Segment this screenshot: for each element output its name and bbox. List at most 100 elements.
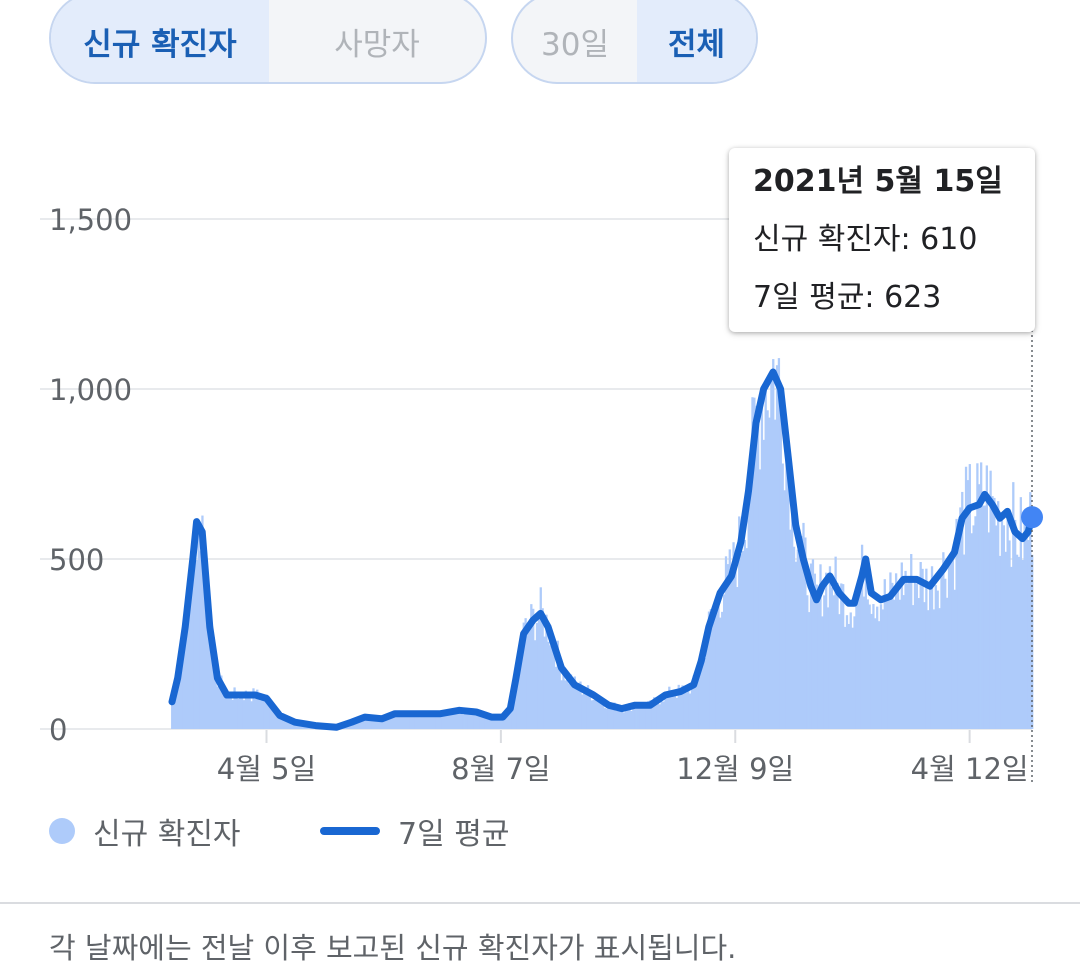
legend-line-swatch xyxy=(320,827,380,835)
daily-case-bar xyxy=(541,608,544,729)
daily-case-bar xyxy=(932,609,936,729)
daily-case-bar xyxy=(789,529,792,729)
daily-case-bar xyxy=(749,490,752,729)
daily-case-bar xyxy=(800,535,803,729)
daily-case-bar xyxy=(961,491,964,729)
daily-case-bar xyxy=(186,604,189,729)
daily-case-bar xyxy=(957,540,960,729)
daily-case-bar xyxy=(944,578,947,729)
daily-case-bar xyxy=(989,470,992,729)
daily-case-bar xyxy=(188,597,191,729)
daily-case-bar xyxy=(431,717,435,729)
daily-case-bar xyxy=(382,719,386,729)
daily-case-bar xyxy=(641,705,644,729)
daily-case-bar xyxy=(683,685,686,729)
daily-case-bar xyxy=(770,370,773,729)
daily-case-bar xyxy=(360,720,363,729)
daily-case-bar xyxy=(760,401,764,729)
daily-case-bar xyxy=(995,525,998,729)
daily-case-bar xyxy=(443,711,446,729)
daily-case-bar xyxy=(282,716,285,729)
daily-case-bar xyxy=(1008,540,1011,729)
tab-all-time[interactable]: 전체 xyxy=(637,0,756,82)
daily-case-bar xyxy=(617,708,620,729)
daily-case-bar xyxy=(857,586,860,729)
tab-new-cases[interactable]: 신규 확진자 xyxy=(51,0,269,82)
daily-case-bar xyxy=(239,694,242,729)
daily-case-bar xyxy=(471,708,474,729)
daily-case-bar xyxy=(934,585,937,729)
daily-case-bar xyxy=(460,712,463,729)
daily-case-bar xyxy=(250,701,253,729)
daily-case-bar xyxy=(569,674,573,729)
daily-case-bar xyxy=(859,580,862,729)
daily-case-bar xyxy=(369,719,372,729)
daily-case-bar xyxy=(840,583,843,729)
daily-case-bar xyxy=(223,692,227,729)
daily-case-bar xyxy=(1012,482,1015,729)
daily-case-bar xyxy=(832,595,835,729)
daily-case-bar xyxy=(363,714,367,729)
daily-case-bar xyxy=(505,709,508,729)
daily-case-bar xyxy=(284,715,287,729)
daily-case-bar xyxy=(203,581,206,729)
daily-case-bar xyxy=(987,532,990,729)
daily-case-bar xyxy=(766,410,769,729)
legend-7day-average: 7일 평균 xyxy=(320,808,509,854)
daily-case-bar xyxy=(664,691,667,729)
daily-case-bar xyxy=(947,560,951,729)
daily-case-bar xyxy=(252,688,255,729)
daily-case-bar xyxy=(488,716,491,729)
daily-case-bar xyxy=(813,573,816,729)
daily-case-bar xyxy=(511,699,514,729)
daily-case-bar xyxy=(390,714,393,729)
daily-case-bar xyxy=(380,717,384,729)
daily-case-bar xyxy=(195,560,198,729)
daily-case-bar xyxy=(802,522,805,729)
daily-case-bar xyxy=(375,717,378,729)
daily-case-bar xyxy=(596,700,599,729)
daily-case-bar xyxy=(273,708,276,729)
daily-case-bar xyxy=(201,515,204,729)
y-tick-label: 500 xyxy=(49,543,104,577)
daily-case-bar xyxy=(588,691,592,729)
tab-30-days[interactable]: 30일 xyxy=(541,26,609,63)
daily-case-bar xyxy=(620,709,624,729)
daily-case-bar xyxy=(747,505,750,729)
daily-case-bar xyxy=(560,680,563,729)
daily-case-bar xyxy=(826,607,830,729)
daily-case-bar xyxy=(900,562,903,729)
daily-case-bar xyxy=(1017,556,1021,729)
daily-case-bar xyxy=(365,718,369,729)
daily-case-bar xyxy=(395,716,399,729)
daily-case-bar xyxy=(433,711,437,729)
daily-case-bar xyxy=(263,699,266,729)
daily-case-bar xyxy=(205,574,208,729)
daily-case-bar xyxy=(575,683,578,729)
daily-case-bar xyxy=(673,695,677,729)
daily-case-bar xyxy=(745,548,748,729)
daily-case-bar xyxy=(189,590,193,729)
daily-case-bar xyxy=(619,710,622,729)
daily-case-bar xyxy=(464,709,467,729)
daily-case-bar xyxy=(462,714,465,729)
daily-case-bar xyxy=(520,648,524,729)
daily-case-bar xyxy=(991,496,994,729)
daily-case-bar xyxy=(240,697,244,729)
daily-case-bar xyxy=(711,613,714,729)
daily-case-bar xyxy=(980,462,983,729)
daily-case-bar xyxy=(738,516,741,729)
daily-case-bar xyxy=(883,579,886,729)
daily-case-bar xyxy=(704,657,707,729)
daily-case-bar xyxy=(796,549,799,729)
daily-case-bar xyxy=(420,712,423,729)
tab-deaths[interactable]: 사망자 xyxy=(334,26,420,63)
daily-case-bar xyxy=(993,497,996,729)
daily-case-bar xyxy=(741,550,745,729)
daily-case-bar xyxy=(475,712,478,729)
daily-case-bar xyxy=(452,708,455,729)
cases-chart[interactable]: 0 500 1,000 1,500 4월 5일 8월 7일 12월 9일 4월 12일 xyxy=(0,0,1080,800)
daily-case-bar xyxy=(649,700,652,729)
daily-case-bar xyxy=(352,721,355,729)
tooltip-7day-average: 7일 평균: 623 xyxy=(753,280,942,315)
